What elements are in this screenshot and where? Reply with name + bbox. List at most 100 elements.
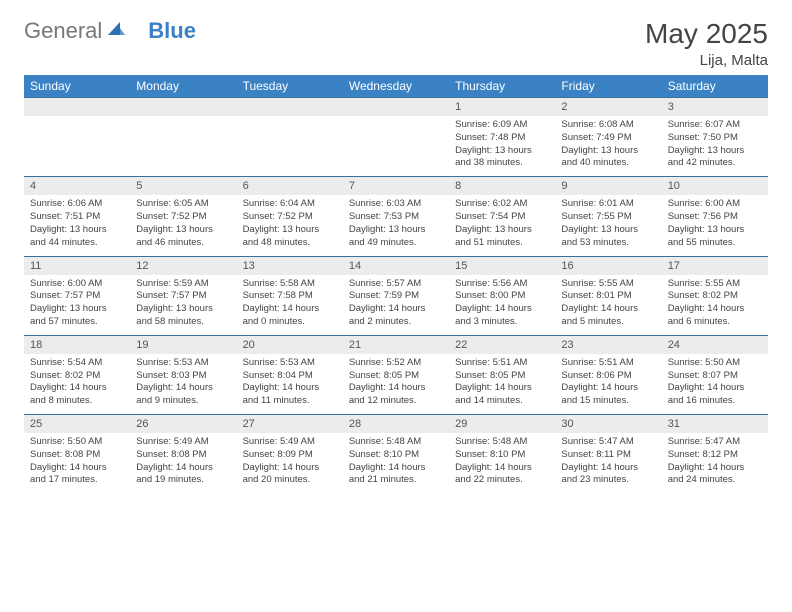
day-detail-cell: Sunrise: 5:51 AMSunset: 8:05 PMDaylight:… (449, 354, 555, 415)
day-detail-cell: Sunrise: 5:52 AMSunset: 8:05 PMDaylight:… (343, 354, 449, 415)
sunset-text: Sunset: 7:49 PM (561, 132, 655, 145)
sunrise-text: Sunrise: 5:51 AM (561, 357, 655, 370)
daylight-text: Daylight: 14 hours and 5 minutes. (561, 303, 655, 329)
sunrise-text: Sunrise: 5:49 AM (136, 436, 230, 449)
day-number: 30 (555, 415, 661, 434)
sunset-text: Sunset: 8:02 PM (668, 290, 762, 303)
daylight-text: Daylight: 14 hours and 14 minutes. (455, 382, 549, 408)
sunset-text: Sunset: 8:05 PM (455, 370, 549, 383)
day-detail-cell: Sunrise: 5:50 AMSunset: 8:07 PMDaylight:… (662, 354, 768, 415)
sunset-text: Sunset: 8:07 PM (668, 370, 762, 383)
sunrise-text: Sunrise: 5:47 AM (668, 436, 762, 449)
day-number: 19 (130, 335, 236, 354)
day-number (24, 98, 130, 117)
sunrise-text: Sunrise: 5:59 AM (136, 278, 230, 291)
sunrise-text: Sunrise: 6:09 AM (455, 119, 549, 132)
daylight-text: Daylight: 13 hours and 48 minutes. (243, 224, 337, 250)
sunrise-text: Sunrise: 5:57 AM (349, 278, 443, 291)
day-number (237, 98, 343, 117)
day-number: 20 (237, 335, 343, 354)
sunset-text: Sunset: 7:56 PM (668, 211, 762, 224)
day-detail-cell: Sunrise: 6:02 AMSunset: 7:54 PMDaylight:… (449, 195, 555, 256)
day-detail-cell: Sunrise: 6:03 AMSunset: 7:53 PMDaylight:… (343, 195, 449, 256)
day-detail-cell: Sunrise: 5:54 AMSunset: 8:02 PMDaylight:… (24, 354, 130, 415)
sunset-text: Sunset: 8:04 PM (243, 370, 337, 383)
day-number: 13 (237, 256, 343, 275)
daylight-text: Daylight: 14 hours and 8 minutes. (30, 382, 124, 408)
day-number: 5 (130, 177, 236, 196)
day-detail-cell: Sunrise: 6:09 AMSunset: 7:48 PMDaylight:… (449, 116, 555, 177)
day-detail-cell: Sunrise: 6:01 AMSunset: 7:55 PMDaylight:… (555, 195, 661, 256)
sunset-text: Sunset: 7:54 PM (455, 211, 549, 224)
month-title: May 2025 (645, 18, 768, 50)
day-detail-row: Sunrise: 6:09 AMSunset: 7:48 PMDaylight:… (24, 116, 768, 177)
day-header: Thursday (449, 75, 555, 98)
day-number: 8 (449, 177, 555, 196)
day-detail-row: Sunrise: 5:50 AMSunset: 8:08 PMDaylight:… (24, 433, 768, 493)
day-header: Monday (130, 75, 236, 98)
day-number-row: 123 (24, 98, 768, 117)
daylight-text: Daylight: 13 hours and 49 minutes. (349, 224, 443, 250)
location: Lija, Malta (645, 52, 768, 69)
daylight-text: Daylight: 14 hours and 19 minutes. (136, 462, 230, 488)
daylight-text: Daylight: 13 hours and 44 minutes. (30, 224, 124, 250)
day-detail-cell: Sunrise: 5:59 AMSunset: 7:57 PMDaylight:… (130, 275, 236, 336)
day-number: 18 (24, 335, 130, 354)
sunrise-text: Sunrise: 6:04 AM (243, 198, 337, 211)
day-detail-cell: Sunrise: 6:08 AMSunset: 7:49 PMDaylight:… (555, 116, 661, 177)
daylight-text: Daylight: 14 hours and 22 minutes. (455, 462, 549, 488)
sunset-text: Sunset: 7:57 PM (136, 290, 230, 303)
daylight-text: Daylight: 13 hours and 42 minutes. (668, 145, 762, 171)
day-header: Tuesday (237, 75, 343, 98)
daylight-text: Daylight: 13 hours and 53 minutes. (561, 224, 655, 250)
sunset-text: Sunset: 7:50 PM (668, 132, 762, 145)
daylight-text: Daylight: 14 hours and 12 minutes. (349, 382, 443, 408)
day-number (130, 98, 236, 117)
daylight-text: Daylight: 14 hours and 2 minutes. (349, 303, 443, 329)
logo-sail-icon (106, 18, 126, 44)
day-detail-cell: Sunrise: 5:55 AMSunset: 8:01 PMDaylight:… (555, 275, 661, 336)
day-number: 10 (662, 177, 768, 196)
day-detail-cell: Sunrise: 6:05 AMSunset: 7:52 PMDaylight:… (130, 195, 236, 256)
sunrise-text: Sunrise: 6:00 AM (668, 198, 762, 211)
daylight-text: Daylight: 14 hours and 6 minutes. (668, 303, 762, 329)
sunrise-text: Sunrise: 6:06 AM (30, 198, 124, 211)
sunrise-text: Sunrise: 6:07 AM (668, 119, 762, 132)
sunrise-text: Sunrise: 6:02 AM (455, 198, 549, 211)
day-detail-cell: Sunrise: 5:58 AMSunset: 7:58 PMDaylight:… (237, 275, 343, 336)
sunset-text: Sunset: 8:06 PM (561, 370, 655, 383)
sunrise-text: Sunrise: 5:55 AM (561, 278, 655, 291)
daylight-text: Daylight: 14 hours and 9 minutes. (136, 382, 230, 408)
sunset-text: Sunset: 8:03 PM (136, 370, 230, 383)
sunset-text: Sunset: 7:53 PM (349, 211, 443, 224)
daylight-text: Daylight: 13 hours and 55 minutes. (668, 224, 762, 250)
day-number: 14 (343, 256, 449, 275)
daylight-text: Daylight: 13 hours and 40 minutes. (561, 145, 655, 171)
day-detail-row: Sunrise: 5:54 AMSunset: 8:02 PMDaylight:… (24, 354, 768, 415)
day-detail-cell (237, 116, 343, 177)
daylight-text: Daylight: 14 hours and 15 minutes. (561, 382, 655, 408)
day-detail-cell: Sunrise: 5:56 AMSunset: 8:00 PMDaylight:… (449, 275, 555, 336)
day-detail-cell: Sunrise: 5:48 AMSunset: 8:10 PMDaylight:… (343, 433, 449, 493)
sunset-text: Sunset: 8:01 PM (561, 290, 655, 303)
sunset-text: Sunset: 8:10 PM (455, 449, 549, 462)
day-number-row: 45678910 (24, 177, 768, 196)
sunrise-text: Sunrise: 6:08 AM (561, 119, 655, 132)
daylight-text: Daylight: 14 hours and 24 minutes. (668, 462, 762, 488)
day-detail-cell: Sunrise: 5:47 AMSunset: 8:11 PMDaylight:… (555, 433, 661, 493)
day-header-row: SundayMondayTuesdayWednesdayThursdayFrid… (24, 75, 768, 98)
day-number: 15 (449, 256, 555, 275)
day-detail-cell (24, 116, 130, 177)
sunrise-text: Sunrise: 5:53 AM (136, 357, 230, 370)
title-block: May 2025 Lija, Malta (645, 18, 768, 69)
day-detail-cell: Sunrise: 5:49 AMSunset: 8:08 PMDaylight:… (130, 433, 236, 493)
day-detail-cell: Sunrise: 6:07 AMSunset: 7:50 PMDaylight:… (662, 116, 768, 177)
sunset-text: Sunset: 8:12 PM (668, 449, 762, 462)
sunrise-text: Sunrise: 5:56 AM (455, 278, 549, 291)
day-number: 16 (555, 256, 661, 275)
logo: General Blue (24, 18, 196, 44)
sunset-text: Sunset: 7:55 PM (561, 211, 655, 224)
sunrise-text: Sunrise: 5:54 AM (30, 357, 124, 370)
daylight-text: Daylight: 14 hours and 20 minutes. (243, 462, 337, 488)
sunrise-text: Sunrise: 5:47 AM (561, 436, 655, 449)
